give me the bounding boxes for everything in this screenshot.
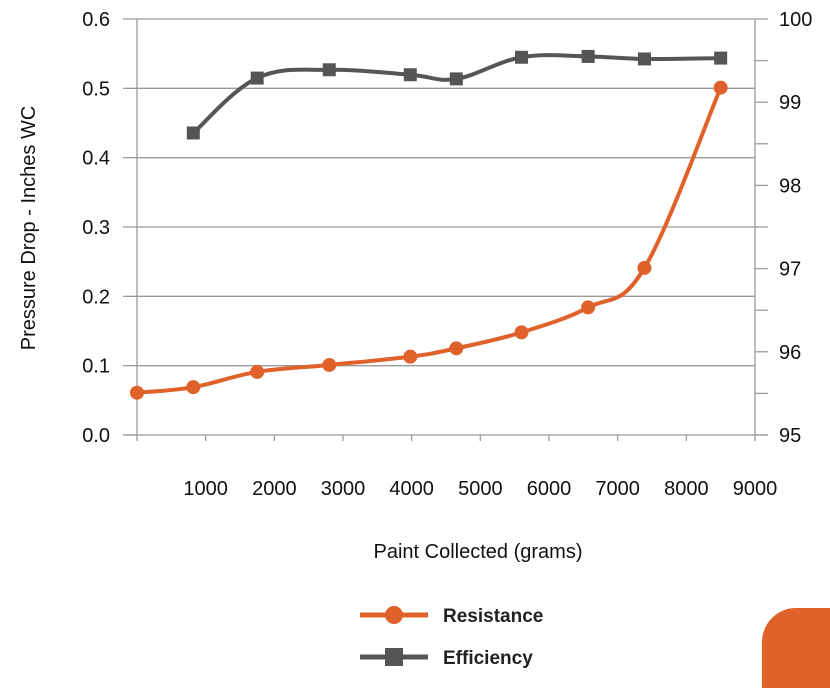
x-axis-title: Paint Collected (grams) (374, 541, 583, 563)
x-tick-label-2: 3000 (321, 478, 366, 500)
x-tick-label-7: 8000 (664, 478, 709, 500)
y-tick-label-4: 0.4 (82, 148, 110, 170)
y2-tick-labels: 95 96 97 98 99 100 (779, 9, 812, 447)
resistance-point-4 (403, 349, 418, 364)
legend-efficiency-swatch-marker (385, 648, 403, 666)
resistance-line (136, 86, 723, 395)
x-tick-label-1: 2000 (252, 478, 297, 500)
y-tick-label-1: 0.1 (82, 356, 110, 378)
efficiency-point-0 (186, 126, 200, 140)
chart: 1000 2000 3000 4000 5000 6000 7000 8000 9000 0.0… (18, 9, 812, 669)
y-tick-labels: 0.0 0.1 0.2 0.3 0.4 0.5 0.6 (82, 9, 110, 447)
corner-accent-tab (762, 608, 830, 688)
efficiency-point-5 (515, 50, 529, 64)
x-tick-label-4: 5000 (458, 478, 503, 500)
legend: Resistance Efficiency (360, 606, 543, 669)
resistance-point-2 (250, 364, 265, 379)
efficiency-point-7 (637, 52, 651, 66)
resistance-point-3 (322, 357, 337, 372)
resistance-point-6 (514, 325, 529, 340)
resistance-point-5 (449, 341, 464, 356)
resistance-point-1 (186, 380, 201, 395)
y-tick-label-2: 0.2 (82, 286, 110, 308)
y2-tick-label-2: 97 (779, 259, 801, 281)
y-tick-label-3: 0.3 (82, 217, 110, 239)
x-tick-label-5: 6000 (527, 478, 572, 500)
resistance-point-8 (637, 260, 652, 275)
y2-tick-label-3: 98 (779, 175, 801, 197)
y-tick-label-5: 0.5 (82, 78, 110, 100)
y-tick-label-0: 0.0 (82, 425, 110, 447)
efficiency-point-4 (449, 72, 463, 86)
y2-tick-label-5: 100 (779, 9, 812, 31)
efficiency-point-8 (714, 51, 728, 65)
legend-efficiency-label: Efficiency (443, 648, 533, 669)
y-axis-title: Pressure Drop - Inches WC (18, 106, 40, 351)
efficiency-point-1 (250, 71, 264, 85)
x-tick-label-3: 4000 (389, 478, 434, 500)
legend-resistance-swatch-marker (385, 606, 403, 624)
axes (123, 18, 768, 441)
efficiency-line (191, 53, 721, 135)
gridlines (137, 18, 755, 367)
x-tick-label-0: 1000 (183, 478, 228, 500)
resistance-point-9 (713, 80, 728, 95)
y2-tick-label-1: 96 (779, 342, 801, 364)
efficiency-point-2 (322, 63, 336, 77)
y-tick-label-6: 0.6 (82, 9, 110, 31)
series-layer (130, 49, 728, 400)
efficiency-point-6 (581, 49, 595, 63)
y2-tick-label-0: 95 (779, 425, 801, 447)
y2-tick-label-4: 99 (779, 92, 801, 114)
x-tick-label-6: 7000 (595, 478, 640, 500)
x-tick-labels: 1000 2000 3000 4000 5000 6000 7000 8000 9000 (183, 478, 777, 500)
legend-resistance-label: Resistance (443, 606, 543, 627)
resistance-point-7 (581, 300, 596, 315)
efficiency-point-3 (403, 68, 417, 82)
x-tick-label-8: 9000 (733, 478, 778, 500)
resistance-point-0 (130, 385, 144, 400)
